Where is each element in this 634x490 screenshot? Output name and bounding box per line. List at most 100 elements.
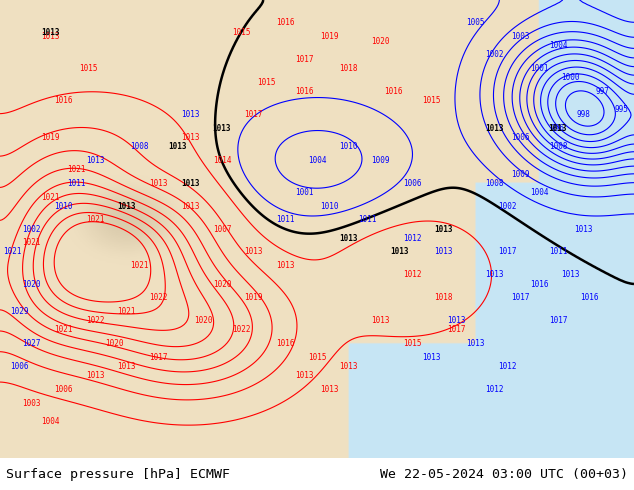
Text: 1016: 1016 (276, 339, 295, 348)
Text: 995: 995 (614, 105, 628, 115)
Text: 1011: 1011 (548, 247, 567, 256)
Text: 1018: 1018 (339, 64, 358, 73)
Text: 1022: 1022 (231, 325, 250, 334)
Text: 1013: 1013 (295, 371, 314, 380)
Text: 1017: 1017 (447, 325, 466, 334)
Text: 1013: 1013 (86, 156, 105, 165)
Text: 1011: 1011 (276, 216, 295, 224)
Text: 1022: 1022 (149, 294, 168, 302)
Text: 1004: 1004 (307, 156, 327, 165)
Text: 1015: 1015 (403, 339, 422, 348)
Text: 1015: 1015 (422, 97, 441, 105)
Text: 1006: 1006 (403, 179, 422, 188)
Text: 1013: 1013 (447, 316, 466, 325)
Text: 1013: 1013 (371, 316, 390, 325)
Text: 1004: 1004 (548, 41, 567, 50)
Text: 1022: 1022 (86, 316, 105, 325)
Text: 1015: 1015 (257, 78, 276, 87)
Text: 1012: 1012 (403, 270, 422, 279)
Text: 1013: 1013 (86, 371, 105, 380)
Text: 1013: 1013 (212, 124, 231, 133)
Text: 1021: 1021 (86, 216, 105, 224)
Text: 1013: 1013 (181, 179, 200, 188)
Text: 997: 997 (595, 87, 609, 96)
Text: 1013: 1013 (339, 362, 358, 371)
Text: 1017: 1017 (548, 316, 567, 325)
Text: 1013: 1013 (181, 133, 200, 142)
Text: 1010: 1010 (54, 202, 73, 211)
Text: 1013: 1013 (422, 353, 441, 362)
Text: 1019: 1019 (320, 32, 339, 41)
Text: 1020: 1020 (193, 316, 212, 325)
Text: 1019: 1019 (244, 294, 263, 302)
Text: 1013: 1013 (485, 124, 504, 133)
Text: 1002: 1002 (22, 224, 41, 234)
Text: 1021: 1021 (117, 307, 136, 316)
Text: 1013: 1013 (434, 224, 453, 234)
Text: 1003: 1003 (510, 32, 529, 41)
Text: 1011: 1011 (358, 216, 377, 224)
Text: 1021: 1021 (130, 261, 149, 270)
Text: 1010: 1010 (320, 202, 339, 211)
Text: 1020: 1020 (105, 339, 124, 348)
Text: 1008: 1008 (485, 179, 504, 188)
Text: 1013: 1013 (41, 27, 60, 37)
Text: 1006: 1006 (10, 362, 29, 371)
Text: 1004: 1004 (41, 417, 60, 426)
Text: 998: 998 (576, 110, 590, 119)
Text: 1013: 1013 (320, 385, 339, 394)
Text: 1006: 1006 (54, 385, 73, 394)
Text: 1017: 1017 (510, 294, 529, 302)
Text: 1017: 1017 (498, 247, 517, 256)
Text: 1013: 1013 (548, 124, 567, 133)
Text: 1016: 1016 (295, 87, 314, 96)
Text: 1016: 1016 (529, 280, 548, 289)
Text: 1013: 1013 (117, 362, 136, 371)
Text: 1015: 1015 (307, 353, 327, 362)
Text: Surface pressure [hPa] ECMWF: Surface pressure [hPa] ECMWF (6, 467, 230, 481)
Text: 1018: 1018 (434, 294, 453, 302)
Text: 1013: 1013 (168, 142, 187, 151)
Text: 1013: 1013 (244, 247, 263, 256)
Text: 1020: 1020 (212, 280, 231, 289)
Text: 1020: 1020 (371, 37, 390, 46)
Text: 1009: 1009 (510, 170, 529, 178)
Text: 1003: 1003 (22, 399, 41, 408)
Text: 1012: 1012 (498, 362, 517, 371)
Text: 1014: 1014 (212, 156, 231, 165)
Text: 1011: 1011 (67, 179, 86, 188)
Text: 1017: 1017 (149, 353, 168, 362)
Text: 1015: 1015 (79, 64, 98, 73)
Text: 996: 996 (551, 124, 565, 133)
Text: 1013: 1013 (390, 247, 409, 256)
Text: 1015: 1015 (231, 27, 250, 37)
Text: 1019: 1019 (41, 133, 60, 142)
Text: 1006: 1006 (510, 133, 529, 142)
Text: 1013: 1013 (466, 339, 485, 348)
Text: We 22-05-2024 03:00 UTC (00+03): We 22-05-2024 03:00 UTC (00+03) (380, 467, 628, 481)
Text: 1020: 1020 (22, 280, 41, 289)
Text: 1013: 1013 (149, 179, 168, 188)
Text: 1013: 1013 (574, 224, 593, 234)
Text: 1013: 1013 (339, 234, 358, 243)
Text: 1005: 1005 (466, 19, 485, 27)
Text: 1013: 1013 (485, 270, 504, 279)
Text: 1013: 1013 (434, 247, 453, 256)
Text: 1029: 1029 (10, 307, 29, 316)
Text: 1013: 1013 (117, 202, 136, 211)
Text: 1013: 1013 (41, 32, 60, 41)
Text: 1009: 1009 (371, 156, 390, 165)
Text: 1008: 1008 (130, 142, 149, 151)
Text: 1021: 1021 (67, 165, 86, 174)
Text: 1010: 1010 (339, 142, 358, 151)
Text: 1001: 1001 (529, 64, 548, 73)
Text: 1016: 1016 (384, 87, 403, 96)
Text: 1013: 1013 (561, 270, 580, 279)
Text: 1016: 1016 (580, 294, 599, 302)
Text: 1001: 1001 (295, 188, 314, 197)
Text: 1002: 1002 (498, 202, 517, 211)
Text: 1013: 1013 (276, 261, 295, 270)
Text: 1012: 1012 (485, 385, 504, 394)
Text: 1021: 1021 (22, 238, 41, 247)
Text: 1000: 1000 (561, 74, 580, 82)
